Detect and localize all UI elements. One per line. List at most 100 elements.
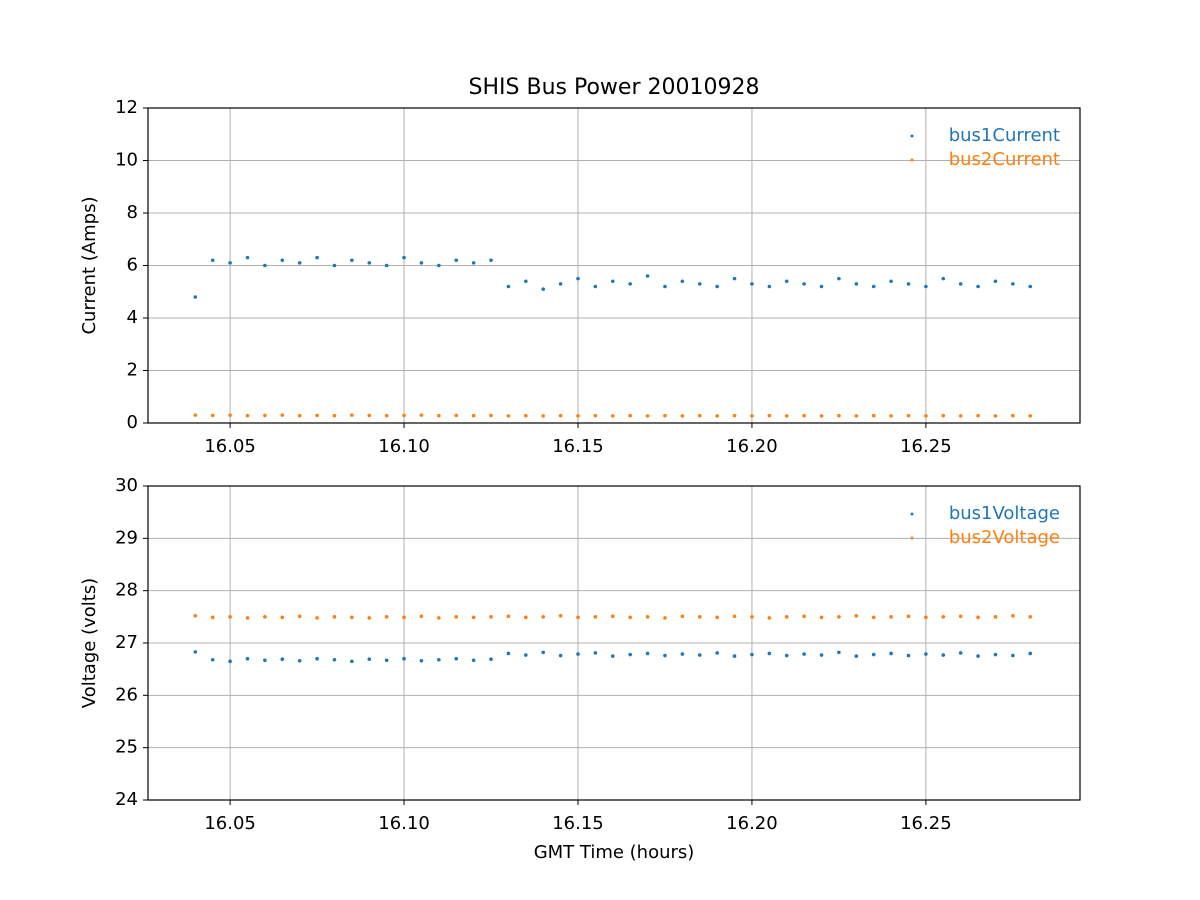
x-tick-label: 16.20	[726, 813, 778, 834]
data-point	[402, 656, 406, 661]
data-point	[837, 413, 841, 418]
data-point	[750, 414, 754, 418]
x-tick-label: 16.05	[204, 436, 256, 457]
data-point	[297, 413, 302, 418]
data-point	[750, 282, 754, 286]
data-point	[558, 653, 563, 658]
data-point	[384, 413, 389, 418]
data-point	[541, 615, 546, 619]
data-point	[558, 413, 563, 418]
data-point	[732, 614, 737, 619]
data-point	[645, 615, 650, 619]
data-point	[732, 276, 737, 281]
data-point	[715, 651, 719, 655]
data-point	[315, 413, 319, 418]
data-point	[471, 615, 476, 620]
legend-label: bus2Current	[949, 149, 1060, 170]
data-point	[454, 615, 459, 619]
data-point	[871, 652, 876, 657]
data-point	[210, 657, 215, 662]
data-point	[593, 615, 598, 619]
data-point	[802, 614, 806, 619]
x-tick-label: 16.15	[552, 813, 604, 834]
data-point	[697, 282, 702, 286]
data-point	[228, 413, 232, 417]
data-point	[663, 616, 667, 620]
chart-title: SHIS Bus Power 20010928	[469, 75, 760, 100]
data-point	[976, 615, 980, 620]
data-point	[628, 282, 632, 286]
data-point	[854, 654, 859, 658]
data-point	[193, 613, 198, 618]
x-tick-label: 16.15	[552, 436, 604, 457]
data-point	[732, 654, 737, 658]
y-tick-label: 8	[127, 202, 138, 223]
data-point	[350, 413, 354, 417]
data-point	[297, 658, 302, 663]
y-tick-label: 0	[127, 412, 138, 433]
data-point	[315, 656, 319, 661]
data-point	[471, 658, 476, 663]
data-point	[976, 413, 980, 418]
data-point	[541, 414, 546, 418]
data-point	[767, 284, 772, 289]
data-point	[958, 614, 963, 619]
legend-marker	[910, 536, 914, 540]
data-point	[697, 653, 702, 657]
y-tick-label: 6	[127, 255, 138, 276]
y-tick-label: 2	[127, 360, 138, 381]
data-point	[332, 263, 337, 268]
data-point	[924, 284, 928, 289]
data-point	[767, 616, 772, 620]
data-point	[680, 652, 685, 656]
data-point	[993, 414, 998, 418]
data-point	[958, 414, 963, 418]
data-point	[958, 282, 963, 286]
data-point	[802, 282, 806, 286]
data-point	[906, 614, 911, 619]
data-point	[941, 276, 946, 281]
data-point	[854, 282, 859, 286]
data-point	[854, 414, 859, 418]
data-point	[663, 284, 667, 289]
y-tick-label: 24	[115, 789, 138, 810]
legend-label: bus1Current	[949, 125, 1060, 146]
data-point	[193, 295, 198, 299]
data-point	[489, 413, 493, 418]
data-point	[263, 658, 267, 663]
y-tick-label: 4	[127, 307, 138, 328]
data-point	[750, 615, 754, 619]
data-point	[541, 287, 546, 291]
data-point	[245, 656, 250, 661]
data-point	[941, 615, 946, 619]
data-point	[941, 653, 946, 657]
data-point	[993, 652, 998, 657]
data-point	[402, 615, 406, 620]
data-point	[576, 615, 580, 620]
data-point	[958, 651, 963, 655]
data-point	[245, 616, 250, 620]
data-point	[767, 413, 772, 418]
data-point	[784, 279, 789, 284]
y-tick-label: 25	[115, 737, 138, 758]
legend-marker	[910, 134, 914, 138]
y-tick-label: 30	[115, 475, 138, 496]
data-point	[680, 614, 685, 619]
data-point	[524, 413, 528, 418]
data-point	[593, 651, 598, 655]
y-axis-label: Voltage (volts)	[79, 578, 100, 708]
data-point	[819, 653, 824, 657]
data-point	[367, 413, 372, 418]
data-point	[784, 414, 789, 418]
data-point	[263, 413, 267, 418]
data-point	[593, 413, 598, 418]
data-point	[297, 261, 302, 265]
data-point	[1011, 413, 1015, 418]
data-point	[732, 413, 737, 418]
data-point	[645, 414, 650, 418]
data-point	[454, 656, 459, 661]
data-point	[263, 263, 267, 268]
data-point	[593, 284, 598, 289]
y-tick-label: 26	[115, 684, 138, 705]
